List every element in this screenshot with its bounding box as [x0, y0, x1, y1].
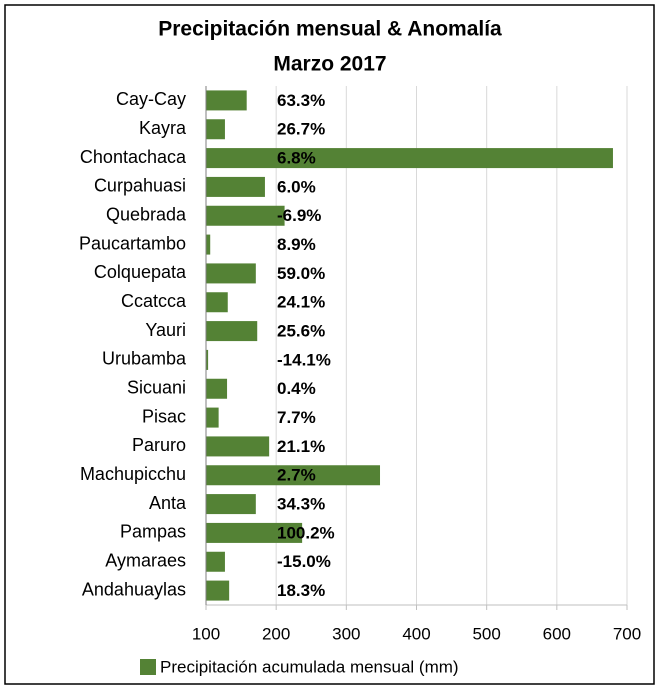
x-tick-label: 200	[262, 624, 290, 643]
y-tick-label: Curpahuasi	[94, 176, 186, 196]
bar	[206, 349, 209, 370]
y-tick-label: Colquepata	[94, 262, 187, 282]
y-tick-label: Chontachaca	[80, 147, 187, 167]
x-tick-label: 500	[472, 624, 500, 643]
bar	[206, 90, 247, 111]
y-tick-label: Kayra	[139, 118, 187, 138]
anomaly-label: 7.7%	[277, 408, 316, 427]
anomaly-label: 24.1%	[277, 293, 325, 312]
bar	[206, 436, 270, 457]
y-tick-label: Aymaraes	[105, 551, 186, 571]
bar	[206, 263, 256, 284]
legend-label: Precipitación acumulada mensual (mm)	[160, 657, 459, 676]
y-tick-label: Anta	[149, 493, 187, 513]
anomaly-label: 100.2%	[277, 523, 335, 542]
y-tick-label: Pampas	[120, 522, 186, 542]
y-tick-label: Paruro	[132, 435, 186, 455]
bar	[206, 292, 228, 313]
x-tick-label: 700	[613, 624, 641, 643]
anomaly-label: 18.3%	[277, 581, 325, 600]
bar	[206, 205, 285, 226]
chart-border	[4, 4, 655, 685]
anomaly-label: 34.3%	[277, 495, 325, 514]
y-tick-label: Yauri	[145, 320, 186, 340]
anomaly-label: 8.9%	[277, 235, 316, 254]
x-tick-label: 100	[192, 624, 220, 643]
y-tick-label: Andahuaylas	[82, 579, 186, 599]
legend-swatch	[140, 659, 156, 675]
bar	[206, 321, 258, 342]
bar	[206, 378, 228, 399]
anomaly-label: 6.0%	[277, 177, 316, 196]
chart-title: Precipitación mensual & Anomalía	[158, 18, 502, 41]
anomaly-label: 63.3%	[277, 91, 325, 110]
y-tick-label: Ccatcca	[121, 291, 187, 311]
chart-subtitle: Marzo 2017	[273, 53, 386, 76]
anomaly-label: 6.8%	[277, 149, 316, 168]
bar	[206, 522, 303, 543]
bar	[206, 407, 219, 428]
bar	[206, 465, 381, 486]
anomaly-label: -6.9%	[277, 206, 321, 225]
anomaly-label: 59.0%	[277, 264, 325, 283]
y-tick-label: Pisac	[142, 406, 186, 426]
anomaly-label: 2.7%	[277, 466, 316, 485]
bar	[206, 234, 211, 255]
y-tick-label: Urubamba	[102, 349, 187, 369]
bar	[206, 551, 225, 572]
anomaly-label: 0.4%	[277, 379, 316, 398]
anomaly-label: -15.0%	[277, 552, 331, 571]
x-tick-label: 600	[543, 624, 571, 643]
y-tick-label: Sicuani	[127, 378, 186, 398]
x-tick-label: 400	[402, 624, 430, 643]
y-tick-label: Machupicchu	[80, 464, 186, 484]
bar	[206, 580, 230, 601]
anomaly-label: -14.1%	[277, 350, 331, 369]
anomaly-label: 25.6%	[277, 322, 325, 341]
x-tick-label: 300	[332, 624, 360, 643]
bar	[206, 148, 613, 169]
bar	[206, 119, 225, 140]
y-tick-label: Cay-Cay	[116, 89, 186, 109]
bar	[206, 494, 256, 515]
anomaly-label: 21.1%	[277, 437, 325, 456]
bar	[206, 176, 265, 197]
y-tick-label: Paucartambo	[79, 233, 186, 253]
anomaly-label: 26.7%	[277, 120, 325, 139]
y-tick-label: Quebrada	[106, 205, 187, 225]
